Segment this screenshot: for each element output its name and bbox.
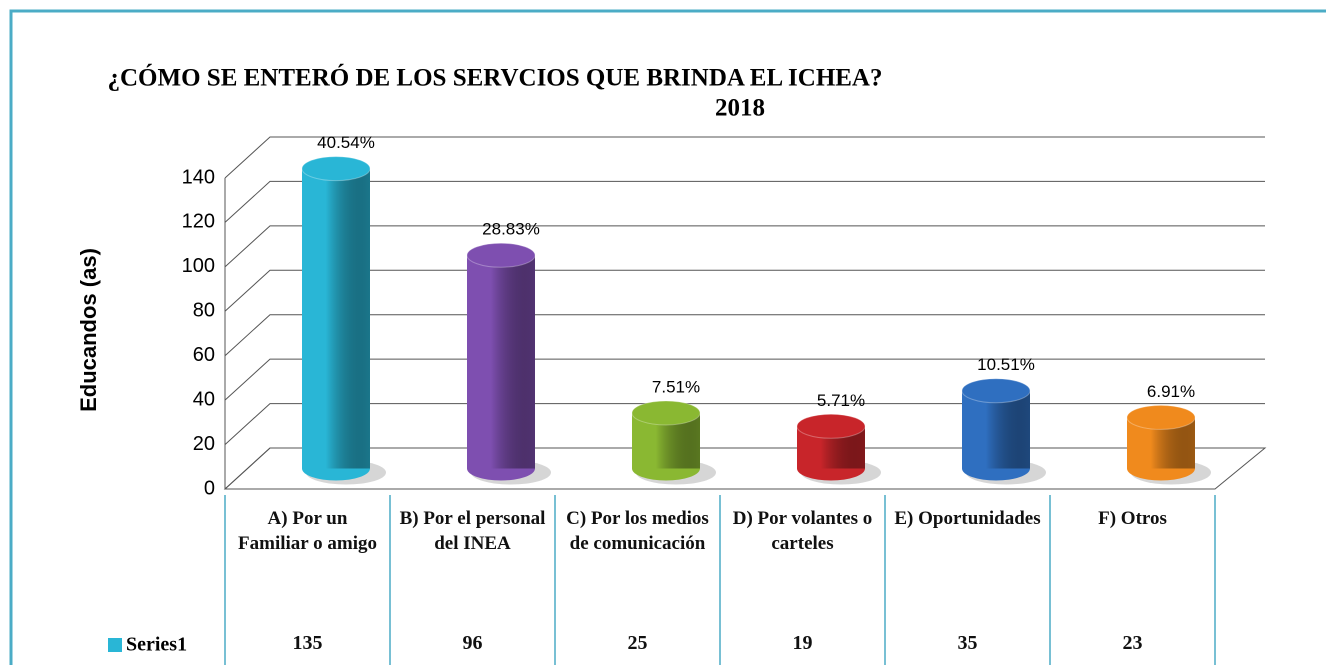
x-category-label: D) Por volantes o carteles: [732, 508, 873, 554]
table-value: 35: [957, 632, 978, 654]
x-category-label: B) Por el personal del INEA: [399, 508, 546, 554]
grid-line: [224, 314, 1265, 357]
data-label: 6.91%: [1147, 382, 1195, 401]
y-tick-label: 120: [182, 211, 215, 233]
y-tick-label: 20: [193, 433, 215, 455]
frame: [9, 9, 1326, 665]
x-category-label: E) Oportunidades: [894, 508, 1041, 529]
bar-shade: [962, 390, 1030, 469]
grid-line: [224, 225, 1265, 268]
y-tick-label: 60: [193, 344, 215, 366]
y-axis-label: Educandos (as): [76, 248, 101, 412]
grid-line: [224, 358, 1265, 401]
legend-swatch: [108, 638, 122, 652]
y-tick-label: 80: [193, 300, 215, 322]
bar-top: [466, 242, 536, 268]
bar-top: [631, 400, 701, 426]
table-value: 23: [1122, 632, 1143, 654]
y-tick-label: 40: [193, 388, 215, 410]
data-label: 7.51%: [652, 377, 700, 396]
bar-shade: [467, 255, 535, 469]
y-tick-label: 100: [182, 255, 215, 277]
grid-line: [224, 136, 1265, 179]
grid-line: [224, 447, 1265, 490]
y-tick-label: 0: [204, 477, 215, 499]
legend-label: Series1: [126, 634, 187, 656]
x-category-label: C) Por los medios de comunicación: [566, 508, 709, 554]
chart-title: 2018: [715, 95, 765, 122]
grid-line: [224, 180, 1265, 223]
x-category-label: F) Otros: [1098, 508, 1167, 529]
bar-top: [796, 413, 866, 439]
data-label: 28.83%: [482, 220, 540, 239]
x-category-label: A) Por un Familiar o amigo: [238, 508, 377, 554]
bar-shade: [302, 168, 370, 469]
table-value: 135: [292, 632, 323, 654]
grid-line: [224, 403, 1265, 445]
grid-line: [224, 269, 1265, 312]
y-tick-label: 140: [182, 166, 215, 188]
table-value: 25: [627, 632, 648, 654]
data-label: 5.71%: [817, 391, 865, 410]
bar-top: [961, 378, 1031, 404]
table-value: 19: [792, 632, 813, 654]
bar-top: [301, 156, 371, 182]
chart-title: ¿CÓMO SE ENTERÓ DE LOS SERVCIOS QUE BRIN…: [108, 64, 883, 92]
bar-top: [1126, 404, 1196, 430]
table-value: 96: [462, 632, 483, 654]
data-label: 40.54%: [317, 133, 375, 152]
data-label: 10.51%: [977, 355, 1035, 374]
